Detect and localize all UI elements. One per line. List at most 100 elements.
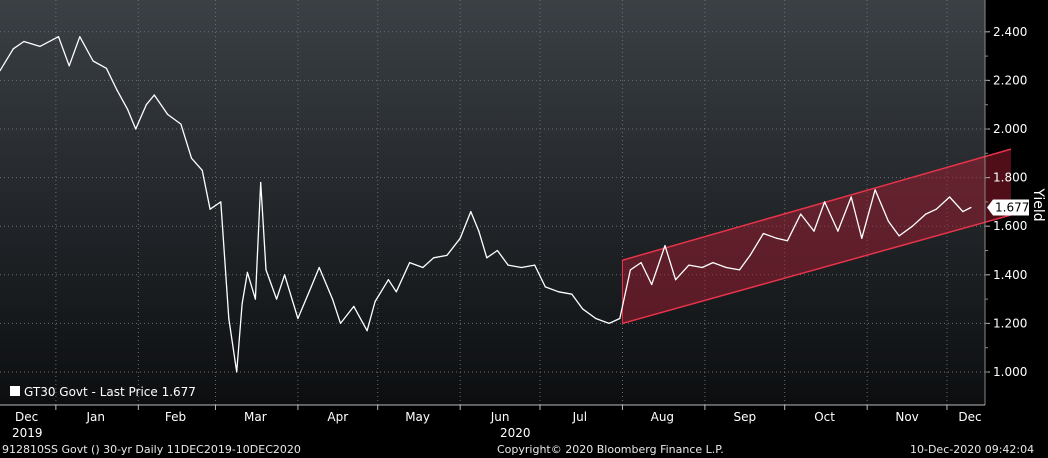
data-point — [837, 230, 839, 232]
data-point — [520, 266, 523, 269]
data-point — [276, 298, 278, 300]
plot-background — [0, 0, 985, 405]
data-point — [874, 189, 876, 191]
data-point — [911, 225, 914, 227]
data-point — [92, 60, 94, 62]
data-point — [651, 283, 653, 286]
x-tick-label: May — [405, 410, 430, 424]
data-point — [220, 201, 222, 203]
data-point — [145, 104, 147, 106]
x-tick-label: Dec — [958, 410, 981, 424]
x-tick-label: Oct — [814, 410, 835, 424]
data-point — [762, 232, 765, 235]
data-point — [241, 303, 243, 305]
x-tick-label: Jan — [86, 410, 106, 424]
data-point — [887, 220, 890, 222]
data-point — [353, 305, 355, 307]
data-point — [725, 266, 727, 269]
data-point — [387, 279, 389, 281]
data-point — [39, 45, 41, 48]
data-point — [544, 286, 546, 288]
data-point — [422, 266, 424, 269]
data-point — [786, 240, 789, 242]
data-point — [701, 266, 703, 269]
channel-upper-line — [622, 148, 1012, 261]
data-point — [395, 291, 397, 293]
data-point — [898, 235, 900, 237]
x-tick-label: Dec — [15, 410, 38, 424]
data-point — [236, 371, 238, 373]
data-point — [824, 201, 826, 203]
channel-lower-line — [622, 214, 1012, 325]
data-point — [459, 237, 461, 239]
data-point — [970, 206, 972, 209]
data-point — [470, 211, 472, 213]
footer-security: 912810SS Govt () 30-yr Daily 11DEC2019-1… — [2, 443, 301, 456]
data-point — [297, 317, 299, 320]
footer-timestamp: 10-Dec-2020 09:42:04 — [910, 443, 1035, 456]
data-point — [57, 36, 60, 38]
data-point — [331, 298, 334, 300]
data-point — [925, 213, 927, 215]
data-point — [310, 286, 312, 288]
data-point — [486, 257, 488, 259]
data-point — [366, 330, 368, 332]
data-point — [478, 230, 480, 232]
y-tick-label: 2.200 — [993, 73, 1027, 87]
data-point — [209, 208, 211, 210]
data-point — [318, 266, 320, 269]
data-point — [664, 245, 666, 247]
data-point — [675, 279, 677, 281]
last-value-tag: 1.677 — [987, 199, 1029, 216]
x-tick-label: Sep — [733, 410, 756, 424]
data-point — [135, 128, 137, 130]
data-point — [12, 48, 14, 50]
y-axis: 1.000 1.200 1.400 1.600 1.800 2.000 2.200 2.400 — [984, 0, 1027, 405]
data-point — [284, 274, 286, 276]
data-point — [962, 211, 964, 213]
legend: GT30 Govt - Last Price 1.677 — [10, 385, 196, 399]
data-point — [409, 262, 411, 264]
data-point — [254, 298, 256, 300]
x-tick-label: Nov — [895, 410, 918, 424]
data-point — [608, 322, 610, 324]
data-point — [935, 208, 937, 210]
data-point — [800, 213, 802, 215]
data-point — [228, 317, 230, 320]
data-point — [79, 36, 81, 38]
data-point — [246, 271, 248, 273]
data-point — [629, 269, 632, 271]
legend-swatch — [10, 386, 20, 396]
data-point — [68, 65, 70, 67]
data-point — [260, 181, 262, 184]
data-point — [127, 109, 129, 111]
yield-chart: 1.000 1.200 1.400 1.600 1.800 2.000 2.200 2.400… — [0, 0, 1046, 440]
data-point — [534, 264, 536, 266]
data-point — [776, 237, 778, 239]
data-point — [374, 300, 376, 303]
x-tick-label: Mar — [244, 410, 267, 424]
x-tick-label: Aug — [651, 410, 674, 424]
data-point — [619, 317, 621, 320]
y-tick-label: 2.400 — [993, 25, 1027, 39]
data-point — [265, 269, 267, 271]
data-point — [581, 308, 584, 310]
data-point — [507, 264, 509, 266]
data-point — [23, 40, 25, 43]
data-point — [153, 94, 155, 96]
last-value-text: 1.677 — [995, 200, 1029, 214]
data-point — [850, 196, 852, 198]
data-point — [571, 293, 573, 295]
data-point — [167, 113, 169, 115]
footer: 912810SS Govt () 30-yr Daily 11DEC2019-1… — [0, 442, 1048, 458]
x-tick-label: Jul — [572, 410, 587, 424]
y-tick-label: 1.800 — [993, 171, 1027, 185]
y-tick-label: 1.000 — [993, 365, 1027, 379]
data-point — [738, 269, 741, 271]
legend-text: GT30 Govt - Last Price 1.677 — [24, 385, 196, 399]
last-value-box — [987, 199, 1029, 216]
data-point — [201, 169, 203, 171]
y-tick-label: 1.200 — [993, 316, 1027, 330]
data-point — [595, 317, 597, 320]
